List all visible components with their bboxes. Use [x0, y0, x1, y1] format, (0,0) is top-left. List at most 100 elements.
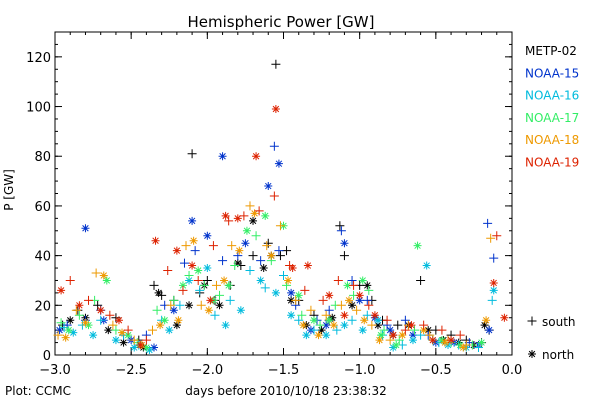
data-point-north [203, 264, 212, 273]
y-tick-label: 120 [26, 51, 51, 66]
data-point-north [287, 311, 296, 320]
data-point-south [91, 268, 101, 278]
plot-area: −3.0 −2.5 −2.0 −1.5 −1.0 −0.5 0.0 0 20 40 60 80 100 1… [26, 31, 523, 378]
data-point-south [256, 256, 266, 266]
data-point-south [56, 318, 66, 328]
data-point-south [74, 310, 84, 320]
data-point-north [489, 286, 498, 295]
data-point-south [84, 295, 94, 305]
data-point-south [129, 335, 139, 345]
data-point-south [382, 315, 392, 325]
data-point-south [224, 216, 234, 226]
data-point-south [271, 59, 281, 69]
legend-entry: NOAA-18 [525, 133, 579, 147]
data-point-south [108, 320, 118, 330]
data-point-south [349, 280, 359, 290]
data-point-south [262, 241, 272, 251]
data-point-north [287, 288, 296, 297]
x-tick-label: −1.5 [268, 363, 300, 378]
data-point-north [235, 246, 244, 255]
data-point-south [352, 305, 362, 315]
data-point-north [392, 341, 401, 350]
data-point-north [160, 316, 169, 325]
data-point-south [282, 246, 292, 256]
data-point-north [55, 326, 64, 335]
data-point-north [185, 301, 194, 310]
data-point-south [181, 241, 191, 251]
data-point-north [500, 313, 509, 322]
data-point-south [269, 141, 279, 151]
data-point-south [455, 330, 465, 340]
data-point-south [321, 310, 331, 320]
marker-legend-label: north [542, 348, 574, 362]
data-point-south [364, 300, 374, 310]
series-metp-02 [58, 59, 494, 352]
data-point-north [358, 326, 367, 335]
data-point-north [340, 239, 349, 248]
data-point-south [306, 305, 316, 315]
data-point-north [482, 316, 491, 325]
data-point-south [245, 266, 255, 276]
data-point-north [302, 331, 311, 340]
x-axis-label: days before 2010/10/18 23:38:32 [185, 384, 386, 398]
data-point-south [215, 290, 225, 300]
y-tick-label: 20 [34, 299, 51, 314]
data-point-north [111, 336, 120, 345]
data-point-south [179, 258, 189, 268]
data-point-north [233, 259, 242, 268]
data-point-south [184, 270, 194, 280]
data-point-north [218, 152, 227, 161]
data-point-north [96, 306, 105, 315]
data-point-south [147, 325, 157, 335]
x-tick-label: 0.0 [502, 363, 523, 378]
data-point-north [104, 326, 113, 335]
data-point-north [329, 321, 338, 330]
data-point-south [218, 256, 228, 266]
x-tick-label: −2.0 [192, 363, 224, 378]
data-point-north [233, 214, 242, 223]
data-point-north [419, 326, 428, 335]
data-point-south [473, 343, 483, 353]
data-point-south [332, 325, 342, 335]
data-point-south [336, 226, 346, 236]
data-point-north [69, 328, 78, 337]
data-point-south [149, 280, 159, 290]
data-point-north [154, 288, 163, 297]
data-point-north [89, 331, 98, 340]
data-point-south [324, 305, 334, 315]
data-point-north [124, 331, 133, 340]
plot-frame [54, 31, 513, 356]
data-point-north [81, 224, 90, 233]
data-point-south [195, 285, 205, 295]
data-point-north [81, 318, 90, 327]
data-point-north [136, 341, 145, 350]
data-point-north [169, 306, 178, 315]
data-point-south [105, 310, 115, 320]
data-point-south [275, 221, 285, 231]
data-point-south [245, 201, 255, 211]
data-point-north [188, 216, 197, 225]
data-point-north [299, 321, 308, 330]
data-point-north [325, 291, 334, 300]
series-noaa-19 [57, 105, 509, 350]
data-point-north [322, 331, 331, 340]
data-point-north [348, 301, 357, 310]
data-point-north [376, 331, 385, 340]
data-point-south [166, 300, 176, 310]
data-point-south [208, 241, 218, 251]
data-point-south [263, 238, 273, 248]
legend-entry: NOAA-16 [525, 89, 579, 103]
data-point-north [317, 326, 326, 335]
data-point-north [174, 316, 183, 325]
data-point-north [206, 296, 215, 305]
data-point-south [300, 285, 310, 295]
data-point-north [373, 316, 382, 325]
data-point-south [141, 335, 151, 345]
data-point-south [527, 316, 537, 326]
data-point-south [71, 305, 81, 315]
data-point-north [264, 182, 273, 191]
x-tick-label: −3.0 [39, 363, 71, 378]
data-point-north [178, 281, 187, 290]
data-point-south [336, 300, 346, 310]
data-point-south [362, 310, 372, 320]
